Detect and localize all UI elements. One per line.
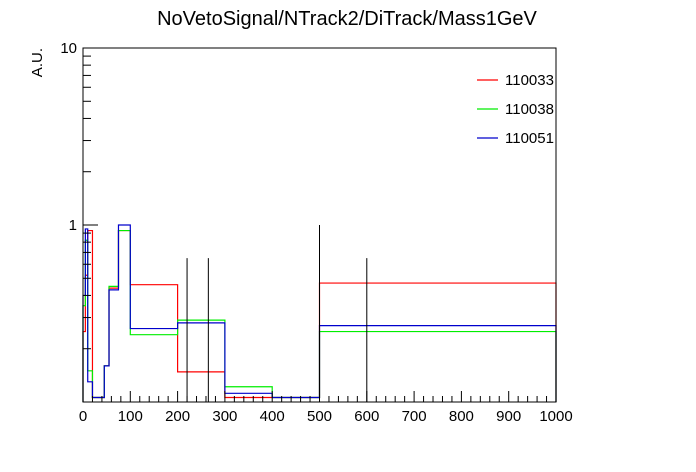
x-tick-label: 800 xyxy=(449,408,474,425)
legend-label-110038: 110038 xyxy=(505,101,554,118)
y-axis-label: A.U. xyxy=(29,48,46,77)
x-tick-label: 200 xyxy=(165,408,190,425)
axes: 0 100 200 300 400 500 600 700 800 900 1000 1 10 xyxy=(60,40,572,425)
x-tick-label: 400 xyxy=(260,408,285,425)
x-tick-label: 100 xyxy=(118,408,143,425)
x-tick-label: 500 xyxy=(307,408,332,425)
chart-title: NoVetoSignal/NTrack2/DiTrack/Mass1GeV xyxy=(157,8,537,30)
y-tick-label: 1 xyxy=(69,217,77,234)
legend-label-110033: 110033 xyxy=(505,72,554,89)
legend: 110033 110038 110051 xyxy=(477,72,554,147)
x-tick-label: 300 xyxy=(212,408,237,425)
x-tick-label: 0 xyxy=(79,408,87,425)
x-tick-label: 600 xyxy=(354,408,379,425)
error-bar-layer xyxy=(186,225,368,402)
legend-label-110051: 110051 xyxy=(505,130,554,147)
x-tick-label: 1000 xyxy=(539,408,572,425)
x-tick-label: 900 xyxy=(496,408,521,425)
y-tick-label: 10 xyxy=(60,40,77,57)
x-tick-label: 700 xyxy=(402,408,427,425)
